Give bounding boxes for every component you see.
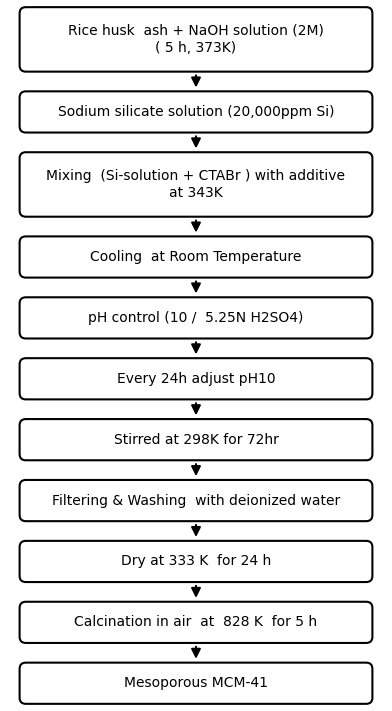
Text: Dry at 333 K  for 24 h: Dry at 333 K for 24 h: [121, 555, 271, 569]
Text: Calcination in air  at  828 K  for 5 h: Calcination in air at 828 K for 5 h: [74, 615, 318, 629]
Text: Every 24h adjust pH10: Every 24h adjust pH10: [117, 372, 275, 386]
FancyBboxPatch shape: [20, 236, 372, 277]
FancyBboxPatch shape: [20, 297, 372, 338]
FancyBboxPatch shape: [20, 602, 372, 643]
Text: Mixing  (Si-solution + CTABr ) with additive
at 343K: Mixing (Si-solution + CTABr ) with addit…: [47, 169, 345, 201]
FancyBboxPatch shape: [20, 152, 372, 217]
Text: Filtering & Washing  with deionized water: Filtering & Washing with deionized water: [52, 493, 340, 508]
FancyBboxPatch shape: [20, 480, 372, 521]
FancyBboxPatch shape: [20, 663, 372, 704]
FancyBboxPatch shape: [20, 419, 372, 460]
FancyBboxPatch shape: [20, 358, 372, 400]
Text: Rice husk  ash + NaOH solution (2M)
( 5 h, 373K): Rice husk ash + NaOH solution (2M) ( 5 h…: [68, 23, 324, 55]
Text: Cooling  at Room Temperature: Cooling at Room Temperature: [90, 250, 302, 264]
FancyBboxPatch shape: [20, 7, 372, 72]
Text: Stirred at 298K for 72hr: Stirred at 298K for 72hr: [114, 433, 278, 447]
FancyBboxPatch shape: [20, 91, 372, 132]
FancyBboxPatch shape: [20, 541, 372, 582]
Text: Sodium silicate solution (20,000ppm Si): Sodium silicate solution (20,000ppm Si): [58, 105, 334, 119]
Text: Mesoporous MCM-41: Mesoporous MCM-41: [124, 676, 268, 690]
Text: pH control (10 /  5.25N H2SO4): pH control (10 / 5.25N H2SO4): [88, 311, 304, 325]
